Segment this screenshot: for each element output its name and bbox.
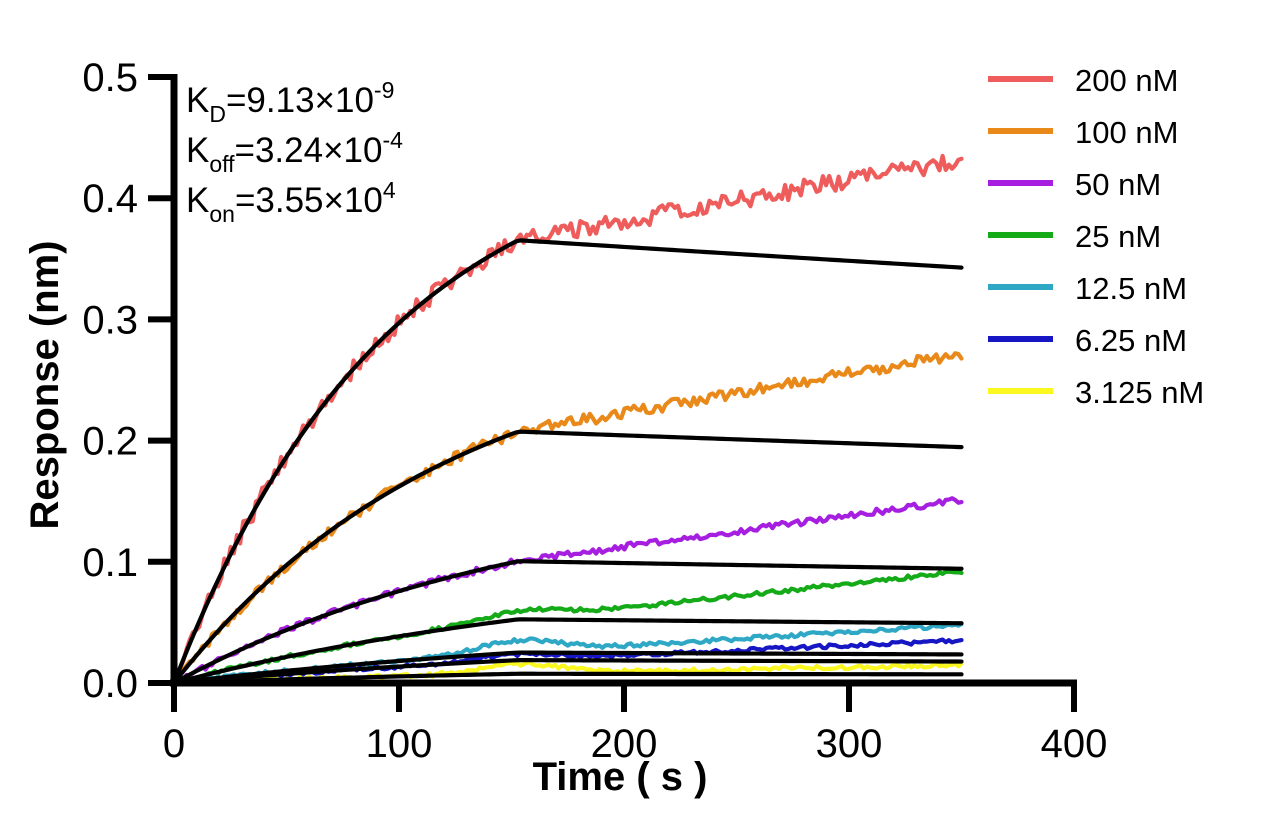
fit-line-50nM [171, 559, 964, 686]
legend-label-12.5nM[interactable]: 12.5 nM [1075, 271, 1187, 306]
annotation-exponent: -9 [374, 77, 394, 103]
annotation-value: =3.24×10 [235, 131, 383, 170]
fit-curves-group [171, 238, 964, 686]
annotation-value: =9.13×10 [226, 81, 374, 120]
y-tick-label: 0.2 [82, 420, 138, 464]
y-tick-label: 0.5 [82, 56, 138, 100]
y-tick-label: 0.4 [82, 177, 138, 221]
annotation-line-1: KD=9.13×10-9 [186, 77, 394, 127]
y-tick-label: 0.0 [82, 662, 138, 706]
annotation-exponent: -4 [382, 127, 403, 153]
x-axis-ticks: 0 100 200 300 400 [163, 683, 1108, 766]
x-axis-title: Time ( s ) [533, 755, 708, 799]
x-tick-label: 300 [816, 722, 883, 766]
x-tick-label: 400 [1041, 722, 1108, 766]
annotation-symbol: K [186, 81, 209, 120]
fit-line-100nM [171, 429, 964, 686]
fit-line-12.5nM [171, 650, 964, 686]
annotation-exponent: 4 [383, 177, 396, 203]
y-tick-label: 0.1 [82, 541, 138, 585]
annotation-value: =3.55×10 [235, 181, 383, 220]
legend-label-100nM[interactable]: 100 nM [1075, 115, 1178, 150]
annotation-line-3: Kon=3.55×104 [186, 177, 396, 227]
data-curves-group [171, 153, 964, 686]
annotation-symbol: K [186, 131, 209, 170]
legend-label-3.125nM[interactable]: 3.125 nM [1075, 375, 1204, 410]
x-tick-label: 200 [591, 722, 658, 766]
fit-line-25nM [171, 617, 964, 686]
y-tick-label: 0.3 [82, 298, 138, 342]
annotation-line-2: Koff=3.24×10-4 [186, 127, 403, 177]
x-tick-label: 100 [366, 722, 433, 766]
legend-label-50nM[interactable]: 50 nM [1075, 167, 1161, 202]
annotation-subscript: off [209, 151, 235, 177]
x-tick-label: 0 [163, 722, 185, 766]
annotation-subscript: on [209, 201, 235, 227]
legend-label-200nM[interactable]: 200 nM [1075, 63, 1178, 98]
legend-label-25nM[interactable]: 25 nM [1075, 219, 1161, 254]
y-axis-ticks: 0.0 0.1 0.2 0.3 0.4 0.5 [82, 56, 174, 706]
fit-line-3.125nM [171, 671, 964, 686]
legend-label-6.25nM[interactable]: 6.25 nM [1075, 323, 1187, 358]
fit-line-200nM [171, 238, 964, 686]
annotation-symbol: K [186, 181, 209, 220]
legend: 200 nM 100 nM 50 nM 25 nM 12.5 nM 6.25 nM 3.12… [988, 63, 1204, 410]
annotation-subscript: D [209, 101, 226, 127]
y-axis-title: Response (nm) [23, 241, 67, 530]
fit-line-6.25nM [171, 658, 964, 686]
